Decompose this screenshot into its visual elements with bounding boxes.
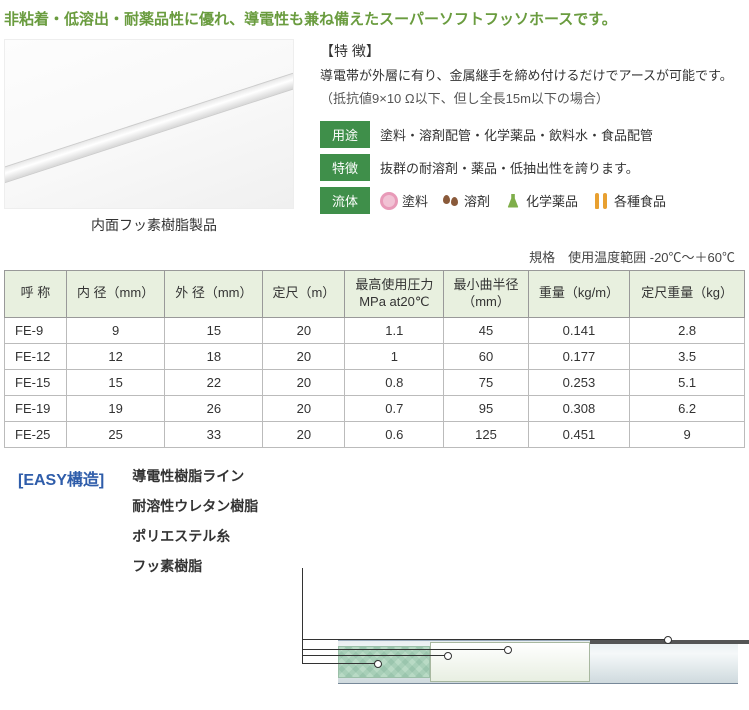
easy-layer-label-2: ポリエステル糸 bbox=[132, 526, 258, 546]
cell-0-0: FE-9 bbox=[5, 317, 67, 343]
fluid-solvent: 溶剤 bbox=[442, 191, 490, 210]
spec-label: 規格 使用温度範囲 -20℃～＋60℃ bbox=[0, 235, 749, 270]
cell-4-0: FE-25 bbox=[5, 421, 67, 447]
tag-use: 用途 bbox=[320, 121, 370, 148]
col-header-7: 定尺重量（kg） bbox=[630, 271, 745, 318]
cell-0-4: 1.1 bbox=[345, 317, 444, 343]
col-header-1: 内 径（mm） bbox=[66, 271, 164, 318]
cell-4-6: 0.451 bbox=[528, 421, 630, 447]
top-section: 内面フッ素樹脂製品 【特 徴】 導電帯が外層に有り、金属継手を締め付けるだけでア… bbox=[0, 39, 749, 235]
table-row: FE-151522200.8750.2535.1 bbox=[5, 369, 745, 395]
cell-0-3: 20 bbox=[263, 317, 345, 343]
cell-0-5: 45 bbox=[444, 317, 528, 343]
paint-icon bbox=[380, 192, 398, 210]
cell-4-7: 9 bbox=[630, 421, 745, 447]
fluid-chemical: 化学薬品 bbox=[504, 191, 578, 210]
fluid-food-label: 各種食品 bbox=[614, 191, 666, 210]
cell-4-2: 33 bbox=[165, 421, 263, 447]
easy-section: [EASY構造] 導電性樹脂ライン耐溶性ウレタン樹脂ポリエステル糸フッ素樹脂 bbox=[0, 448, 749, 710]
cell-3-5: 95 bbox=[444, 395, 528, 421]
cell-3-1: 19 bbox=[66, 395, 164, 421]
table-row: FE-9915201.1450.1412.8 bbox=[5, 317, 745, 343]
col-header-6: 重量（kg/m） bbox=[528, 271, 630, 318]
easy-diagram bbox=[38, 560, 749, 700]
table-row: FE-252533200.61250.4519 bbox=[5, 421, 745, 447]
feature-heading: 【特 徴】 bbox=[312, 39, 745, 63]
solvent-icon bbox=[442, 192, 460, 210]
dot-3 bbox=[444, 652, 452, 660]
cell-1-7: 3.5 bbox=[630, 343, 745, 369]
col-header-0: 呼 称 bbox=[5, 271, 67, 318]
tag-fluid: 流体 bbox=[320, 187, 370, 214]
cell-3-4: 0.7 bbox=[345, 395, 444, 421]
fluid-food: 各種食品 bbox=[592, 191, 666, 210]
tag-row-feature: 特徴 抜群の耐溶剤・薬品・低抽出性を誇ります。 bbox=[320, 154, 745, 181]
cell-2-4: 0.8 bbox=[345, 369, 444, 395]
cell-2-2: 22 bbox=[165, 369, 263, 395]
tag-use-text: 塗料・溶剤配管・化学薬品・飲料水・食品配管 bbox=[380, 125, 653, 144]
cell-3-6: 0.308 bbox=[528, 395, 630, 421]
cell-4-3: 20 bbox=[263, 421, 345, 447]
cell-2-3: 20 bbox=[263, 369, 345, 395]
feature-line-1: 導電帯が外層に有り、金属継手を締め付けるだけでアースが可能です。 bbox=[312, 63, 745, 86]
cell-4-4: 0.6 bbox=[345, 421, 444, 447]
col-header-3: 定尺（m） bbox=[263, 271, 345, 318]
cell-3-3: 20 bbox=[263, 395, 345, 421]
chemical-icon bbox=[504, 192, 522, 210]
cell-3-7: 6.2 bbox=[630, 395, 745, 421]
image-caption: 内面フッ素樹脂製品 bbox=[4, 209, 304, 235]
dot-1 bbox=[664, 636, 672, 644]
easy-title: [EASY構造] bbox=[18, 466, 104, 490]
fluid-paint-label: 塗料 bbox=[402, 191, 428, 210]
tag-rows: 用途 塗料・溶剤配管・化学薬品・飲料水・食品配管 特徴 抜群の耐溶剤・薬品・低抽… bbox=[312, 117, 745, 214]
connector-4 bbox=[302, 640, 378, 664]
tag-feature-text: 抜群の耐溶剤・薬品・低抽出性を誇ります。 bbox=[380, 158, 639, 177]
col-header-2: 外 径（mm） bbox=[165, 271, 263, 318]
spec-header-row: 呼 称内 径（mm）外 径（mm）定尺（m）最高使用圧力MPa at20℃最小曲… bbox=[5, 271, 745, 318]
tag-row-fluid: 流体 塗料 溶剤 化学薬品 bbox=[320, 187, 745, 214]
cell-4-1: 25 bbox=[66, 421, 164, 447]
cell-2-6: 0.253 bbox=[528, 369, 630, 395]
cell-2-0: FE-15 bbox=[5, 369, 67, 395]
food-icon bbox=[592, 192, 610, 210]
dot-4 bbox=[374, 660, 382, 668]
cell-0-2: 15 bbox=[165, 317, 263, 343]
image-column: 内面フッ素樹脂製品 bbox=[4, 39, 304, 235]
hose-graphic bbox=[4, 66, 294, 186]
cell-1-4: 1 bbox=[345, 343, 444, 369]
cell-2-7: 5.1 bbox=[630, 369, 745, 395]
page-title: 非粘着・低溶出・耐薬品性に優れ、導電性も兼ね備えたスーパーソフトフッソホースです… bbox=[0, 0, 749, 39]
product-image bbox=[4, 39, 294, 209]
fluid-chemical-label: 化学薬品 bbox=[526, 191, 578, 210]
cell-0-6: 0.141 bbox=[528, 317, 630, 343]
cell-3-2: 26 bbox=[165, 395, 263, 421]
cell-1-5: 60 bbox=[444, 343, 528, 369]
tag-row-use: 用途 塗料・溶剤配管・化学薬品・飲料水・食品配管 bbox=[320, 121, 745, 148]
easy-layer-label-1: 耐溶性ウレタン樹脂 bbox=[132, 496, 258, 516]
cell-0-7: 2.8 bbox=[630, 317, 745, 343]
cell-0-1: 9 bbox=[66, 317, 164, 343]
cell-2-1: 15 bbox=[66, 369, 164, 395]
cell-1-2: 18 bbox=[165, 343, 263, 369]
tag-feature: 特徴 bbox=[320, 154, 370, 181]
cell-1-6: 0.177 bbox=[528, 343, 630, 369]
col-header-4: 最高使用圧力MPa at20℃ bbox=[345, 271, 444, 318]
col-header-5: 最小曲半径（mm） bbox=[444, 271, 528, 318]
cell-1-1: 12 bbox=[66, 343, 164, 369]
table-row: FE-121218201600.1773.5 bbox=[5, 343, 745, 369]
fluid-paint: 塗料 bbox=[380, 191, 428, 210]
fluid-solvent-label: 溶剤 bbox=[464, 191, 490, 210]
easy-layer-label-0: 導電性樹脂ライン bbox=[132, 466, 258, 486]
feature-line-2: （抵抗値9×10 Ω以下、但し全長15m以下の場合） bbox=[312, 86, 745, 117]
spec-table: 呼 称内 径（mm）外 径（mm）定尺（m）最高使用圧力MPa at20℃最小曲… bbox=[4, 270, 745, 448]
fluid-items: 塗料 溶剤 化学薬品 各種食品 bbox=[380, 191, 666, 210]
cell-1-0: FE-12 bbox=[5, 343, 67, 369]
info-column: 【特 徴】 導電帯が外層に有り、金属継手を締め付けるだけでアースが可能です。 （… bbox=[304, 39, 745, 235]
table-row: FE-191926200.7950.3086.2 bbox=[5, 395, 745, 421]
cell-2-5: 75 bbox=[444, 369, 528, 395]
cell-1-3: 20 bbox=[263, 343, 345, 369]
cell-3-0: FE-19 bbox=[5, 395, 67, 421]
cell-4-5: 125 bbox=[444, 421, 528, 447]
dot-2 bbox=[504, 646, 512, 654]
